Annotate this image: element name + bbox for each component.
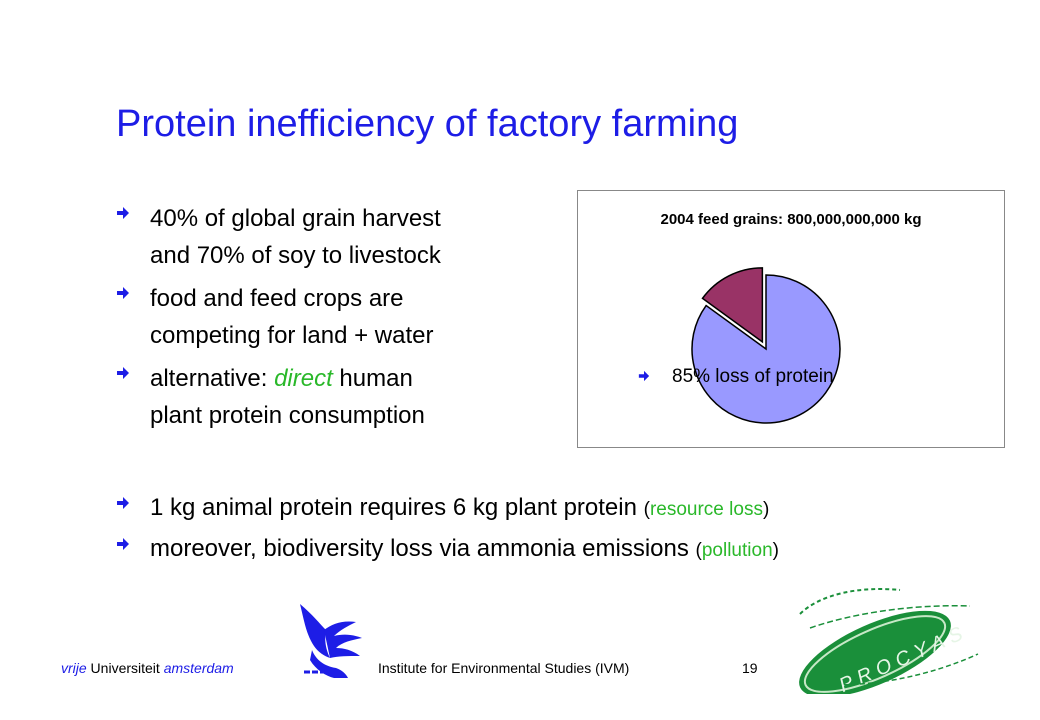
bullet-alternative: alternative: direct human plant protein … [116, 360, 556, 434]
footer-institute: Institute for Environmental Studies (IVM… [378, 660, 630, 676]
bullet-competing-crops: food and feed crops are competing for la… [116, 280, 556, 354]
footer-university: vrije Universiteit amsterdam [61, 660, 234, 676]
emphasis-direct: direct [274, 365, 333, 392]
page-number: 19 [742, 660, 758, 676]
right-arrow-icon [117, 497, 129, 509]
right-arrow-icon [117, 538, 129, 550]
top-bullet-list: 40% of global grain harvest and 70% of s… [116, 200, 556, 440]
chart-annotation: 85% loss of protein [638, 366, 834, 388]
bullet-protein-ratio: 1 kg animal protein requires 6 kg plant … [116, 490, 1016, 527]
pie-slice-main [691, 274, 841, 424]
bullet-grain-harvest: 40% of global grain harvest and 70% of s… [116, 200, 556, 274]
right-arrow-icon [117, 367, 129, 379]
bullet-biodiversity: moreover, biodiversity loss via ammonia … [116, 531, 1016, 568]
pie-slice-minor [701, 267, 764, 344]
vu-griffin-logo [300, 604, 362, 678]
pie-chart-svg [691, 267, 841, 424]
bottom-bullet-list: 1 kg animal protein requires 6 kg plant … [116, 490, 1016, 572]
pie-chart: 2004 feed grains: 800,000,000,000 kg 85%… [577, 190, 1005, 448]
procyas-logo: PROCYAS [799, 588, 979, 694]
pollution-label: pollution [701, 540, 773, 561]
right-arrow-icon [117, 287, 129, 299]
chart-title: 2004 feed grains: 800,000,000,000 kg [660, 211, 922, 228]
right-arrow-icon [117, 207, 129, 219]
resource-loss-label: resource loss [649, 499, 763, 520]
right-arrow-icon [638, 370, 650, 382]
slide-title: Protein inefficiency of factory farming [116, 103, 739, 145]
annotation-text: 85% loss of protein [672, 366, 834, 387]
